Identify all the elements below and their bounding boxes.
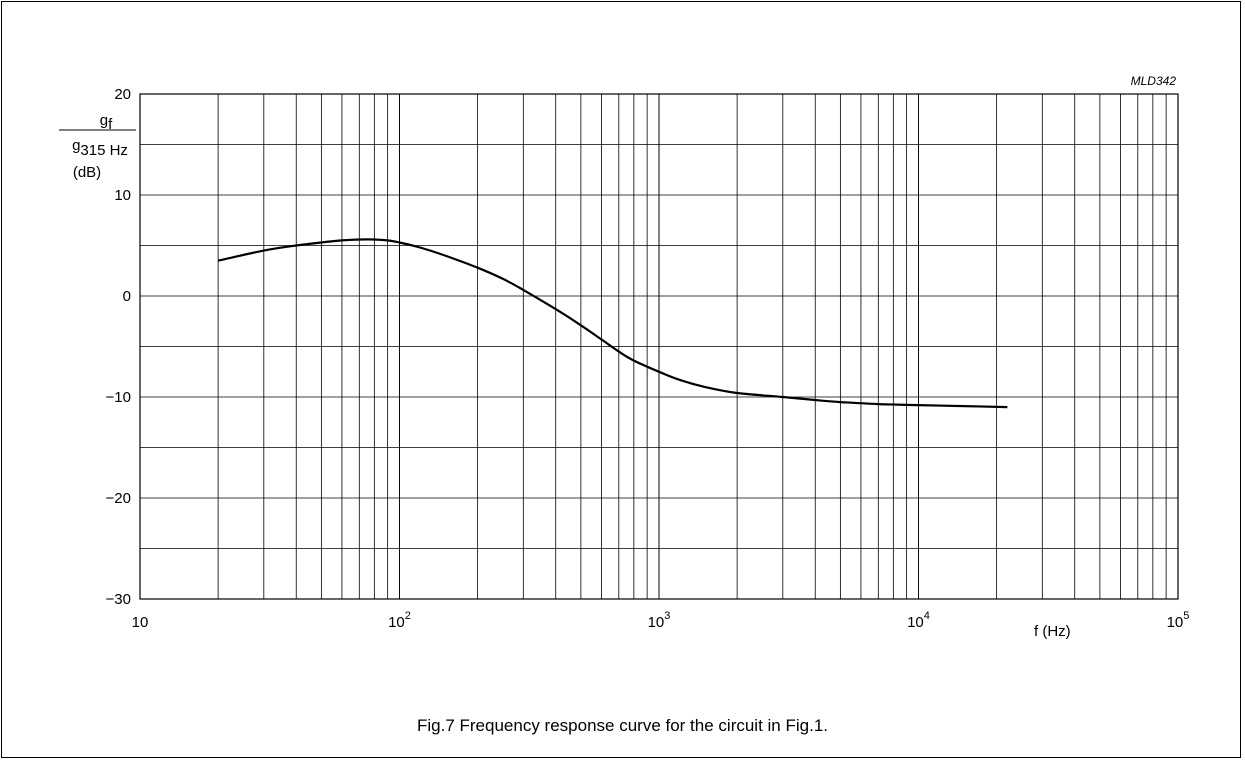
y-tick-label: 20 bbox=[114, 86, 131, 103]
x-tick-exponent: 4 bbox=[924, 610, 930, 622]
y-tick-label: 10 bbox=[114, 187, 131, 204]
x-tick-labels: 10 102 103 104 105 bbox=[132, 610, 1190, 631]
x-tick-base: 10 bbox=[1167, 614, 1184, 631]
x-tick-exponent: 2 bbox=[405, 610, 411, 622]
x-tick-label: 10 bbox=[132, 614, 149, 631]
response-curve bbox=[217, 238, 1008, 409]
y-label-den-sub: 315 Hz bbox=[80, 142, 128, 159]
y-tick-label: −10 bbox=[106, 389, 131, 406]
x-tick-label: 105 bbox=[1167, 610, 1190, 631]
x-tick-label: 104 bbox=[907, 610, 930, 631]
grid bbox=[139, 93, 1179, 600]
y-label-denominator: g315 Hz bbox=[72, 137, 128, 159]
figure-code: MLD342 bbox=[1131, 74, 1177, 88]
y-tick-labels: 20 10 0 −10 −20 −30 bbox=[106, 86, 131, 608]
figure-caption: Fig.7 Frequency response curve for the c… bbox=[416, 716, 828, 735]
x-tick-base: 10 bbox=[907, 614, 924, 631]
x-axis-label: f (Hz) bbox=[1034, 623, 1071, 640]
x-tick-label: 103 bbox=[648, 610, 671, 631]
y-label-numerator: gf bbox=[100, 112, 113, 133]
y-label-num-sub: f bbox=[108, 116, 113, 133]
x-tick-label: 102 bbox=[388, 610, 411, 631]
y-label-num-g: g bbox=[100, 112, 108, 129]
y-label-den-g: g bbox=[72, 137, 80, 154]
y-axis-label: gf g315 Hz (dB) bbox=[59, 112, 136, 181]
x-tick-exponent: 3 bbox=[664, 610, 670, 622]
x-tick-base: 10 bbox=[388, 614, 405, 631]
x-tick-base: 10 bbox=[648, 614, 665, 631]
y-tick-label: −20 bbox=[106, 490, 131, 507]
x-tick-base: 10 bbox=[132, 614, 149, 631]
series bbox=[217, 238, 1008, 409]
x-tick-exponent: 5 bbox=[1183, 610, 1189, 622]
y-tick-label: −30 bbox=[106, 591, 131, 608]
y-tick-label: 0 bbox=[123, 288, 131, 305]
y-label-unit: (dB) bbox=[73, 164, 101, 181]
